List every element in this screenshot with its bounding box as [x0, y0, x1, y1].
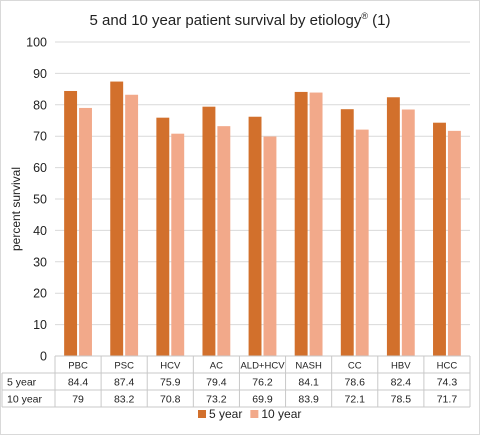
table-cell-5-year-HCV: 75.9 [160, 377, 181, 389]
table-cell-5-year-ALD+HCV: 76.2 [252, 377, 273, 389]
chart-title: 5 and 10 year patient survival by etiolo… [90, 11, 391, 29]
legend-label-10-year: 10 year [261, 407, 301, 421]
bar-PSC-10-year [125, 94, 139, 356]
bar-ALD+HCV-5-year [248, 116, 262, 357]
category-label-CC: CC [348, 361, 362, 372]
table-cell-10-year-CC: 72.1 [345, 394, 366, 406]
category-label-PBC: PBC [68, 361, 88, 372]
y-tick-50: 50 [33, 193, 47, 207]
bar-HBV-5-year [386, 97, 400, 356]
bar-HCC-5-year [433, 122, 446, 356]
bar-HBV-10-year [401, 109, 415, 356]
category-label-HCC: HCC [437, 361, 458, 372]
bar-HCV-5-year [156, 117, 170, 356]
bar-ALD+HCV-10-year [263, 136, 277, 356]
y-tick-30: 30 [33, 255, 47, 269]
bar-NASH-10-year [309, 92, 323, 356]
bars [64, 81, 461, 357]
legend-swatch-10-year [250, 410, 259, 418]
table-cell-10-year-ALD+HCV: 69.9 [252, 394, 273, 406]
table-cell-10-year-HBV: 78.5 [391, 394, 412, 406]
table-cell-10-year-PBC: 79 [72, 394, 84, 406]
table-row-label-10-year: 10 year [7, 394, 43, 406]
y-tick-100: 100 [26, 36, 47, 50]
category-label-NASH: NASH [295, 361, 322, 372]
y-axis-label: percent survival [9, 167, 23, 251]
bar-PBC-5-year [64, 90, 78, 356]
bar-HCC-10-year [447, 130, 461, 356]
table-cell-5-year-AC: 79.4 [206, 377, 227, 389]
chart-title-main: 5 and 10 year patient survival by etiolo… [90, 12, 362, 29]
table-cell-10-year-PSC: 83.2 [114, 394, 135, 406]
category-label-ALD+HCV: ALD+HCV [240, 361, 285, 372]
legend-swatch-5-year [198, 410, 206, 418]
category-label-HCV: HCV [160, 361, 181, 372]
table-cell-5-year-HCC: 74.3 [437, 377, 458, 389]
data-table: PBC 84.4 79 PSC 87.4 83.2 HCV 75.9 70.8 AC 79.4 73.… [1, 355, 471, 408]
bar-AC-10-year [217, 126, 231, 356]
bar-HCV-10-year [171, 133, 185, 356]
bar-PBC-10-year [79, 107, 92, 356]
y-tick-40: 40 [33, 224, 47, 238]
y-tick-labels: 0 10 20 30 40 50 60 70 80 90 100 [26, 36, 47, 364]
table-cell-5-year-CC: 78.6 [345, 377, 366, 389]
table-cell-10-year-AC: 73.2 [206, 394, 227, 406]
table-cell-5-year-PBC: 84.4 [68, 377, 89, 389]
category-label-HBV: HBV [391, 361, 411, 372]
chart-title-superscript: ® [361, 11, 368, 21]
category-label-AC: AC [210, 361, 223, 372]
table-cell-10-year-HCC: 71.7 [437, 394, 458, 406]
y-tick-60: 60 [33, 161, 47, 175]
table-cell-5-year-NASH: 84.1 [298, 377, 319, 389]
chart-title-suffix: (1) [368, 12, 391, 29]
y-tick-10: 10 [33, 318, 47, 332]
bar-CC-10-year [355, 129, 369, 356]
bar-PSC-5-year [110, 81, 124, 357]
category-label-PSC: PSC [114, 361, 134, 372]
bar-AC-5-year [202, 106, 216, 357]
bar-NASH-5-year [294, 91, 308, 357]
table-cell-10-year-HCV: 70.8 [160, 394, 181, 406]
legend-label-5-year: 5 year [209, 407, 242, 421]
table-row-label-5-year: 5 year [7, 377, 37, 389]
y-tick-0: 0 [40, 350, 47, 364]
table-cell-5-year-PSC: 87.4 [114, 377, 135, 389]
y-tick-90: 90 [33, 67, 47, 81]
y-tick-70: 70 [33, 130, 47, 144]
legend: 5 year 10 year [198, 407, 301, 421]
table-cell-5-year-HBV: 82.4 [391, 377, 412, 389]
bar-CC-5-year [340, 109, 354, 356]
table-cell-10-year-NASH: 83.9 [298, 394, 319, 406]
y-tick-20: 20 [33, 287, 47, 301]
y-tick-80: 80 [33, 98, 47, 112]
